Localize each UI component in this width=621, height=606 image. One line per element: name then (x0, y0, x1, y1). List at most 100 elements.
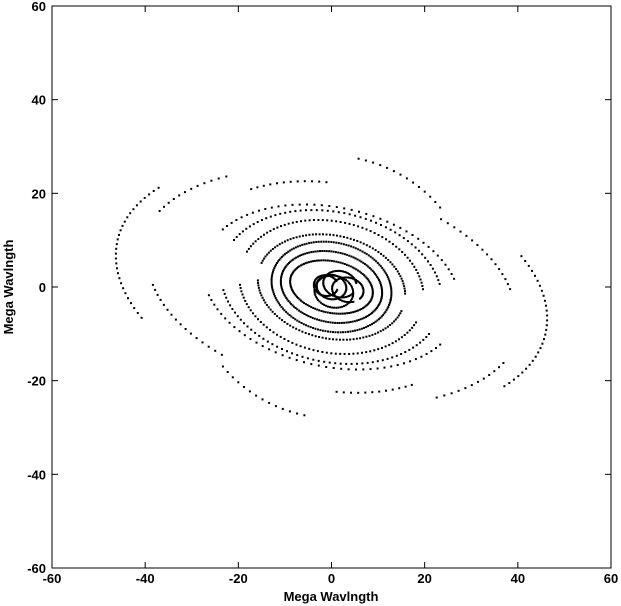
uv-point (390, 296, 393, 299)
y-axis-label: Mega Wavlngth (1, 240, 16, 335)
uv-point (362, 289, 365, 292)
uv-point (327, 272, 330, 275)
uv-point (359, 241, 362, 244)
uv-point (440, 259, 443, 262)
uv-point (267, 306, 270, 309)
uv-point (339, 338, 341, 341)
uv-point (307, 325, 310, 328)
uv-point (308, 233, 311, 236)
uv-point (399, 173, 402, 176)
uv-point (276, 300, 279, 303)
uv-point (286, 263, 289, 266)
y-tick-label: 60 (32, 0, 46, 14)
uv-point (377, 331, 379, 334)
uv-point (295, 327, 298, 330)
uv-point (360, 284, 363, 287)
uv-point (245, 227, 248, 230)
uv-point (272, 291, 275, 294)
uv-point (351, 296, 354, 299)
uv-point (336, 297, 339, 300)
uv-point (363, 263, 366, 265)
uv-point (531, 269, 533, 272)
uv-point (244, 299, 247, 302)
uv-point (313, 317, 316, 320)
uv-point (394, 318, 397, 321)
uv-point (333, 294, 336, 296)
uv-point (348, 353, 351, 355)
uv-point (356, 352, 359, 355)
uv-point (503, 385, 506, 388)
uv-point (258, 289, 261, 292)
uv-point (317, 299, 320, 301)
uv-point (349, 338, 352, 341)
uv-point (261, 259, 264, 262)
uv-point (343, 353, 346, 355)
uv-point (434, 201, 437, 203)
uv-point (312, 250, 315, 253)
uv-point (278, 243, 281, 246)
uv-point (279, 282, 282, 285)
uv-point (264, 255, 267, 258)
uv-point (265, 304, 268, 306)
uv-point (325, 304, 328, 307)
uv-point (282, 181, 285, 184)
uv-point (368, 334, 371, 337)
uv-point (326, 311, 329, 314)
uv-point (249, 309, 252, 312)
uv-point (322, 274, 325, 277)
uv-point (546, 314, 549, 317)
uv-point (411, 262, 414, 265)
uv-point (263, 233, 265, 236)
uv-point (296, 245, 299, 248)
uv-point (347, 276, 350, 279)
uv-point (322, 240, 325, 243)
uv-point (308, 251, 311, 254)
uv-point (413, 324, 416, 327)
uv-point (287, 340, 290, 342)
uv-point (300, 220, 302, 223)
uv-point (314, 250, 317, 253)
uv-point (292, 270, 295, 273)
uv-point (358, 328, 361, 331)
uv-point (438, 282, 441, 285)
uv-point (260, 219, 263, 221)
uv-point (328, 337, 331, 340)
uv-point (292, 237, 295, 240)
uv-point (544, 299, 546, 302)
uv-point (332, 291, 334, 294)
uv-point (370, 285, 373, 288)
uv-point (506, 283, 509, 286)
uv-point (380, 285, 383, 288)
uv-point (230, 221, 233, 224)
data-points (114, 157, 549, 417)
uv-point (348, 300, 351, 303)
uv-point (351, 286, 353, 289)
uv-point (379, 330, 382, 333)
uv-point (298, 329, 301, 332)
uv-point (353, 238, 355, 241)
uv-point (390, 293, 393, 296)
uv-point (374, 249, 377, 252)
uv-point (320, 204, 323, 207)
uv-point (339, 331, 342, 334)
uv-point (435, 396, 438, 399)
uv-point (281, 288, 284, 291)
uv-point (388, 302, 391, 305)
uv-point (264, 301, 267, 304)
uv-point (254, 315, 257, 318)
uv-point (327, 292, 330, 295)
uv-point (357, 319, 360, 321)
uv-point (386, 307, 389, 310)
uv-point (335, 220, 338, 223)
uv-point (509, 288, 512, 291)
uv-point (316, 281, 319, 284)
uv-point (288, 301, 291, 304)
uv-point (339, 312, 342, 315)
uv-point (378, 390, 381, 393)
uv-point (402, 237, 405, 240)
uv-point (332, 282, 335, 285)
uv-point (344, 282, 347, 285)
uv-point (402, 282, 405, 285)
uv-point (284, 265, 287, 268)
uv-point (277, 205, 280, 208)
